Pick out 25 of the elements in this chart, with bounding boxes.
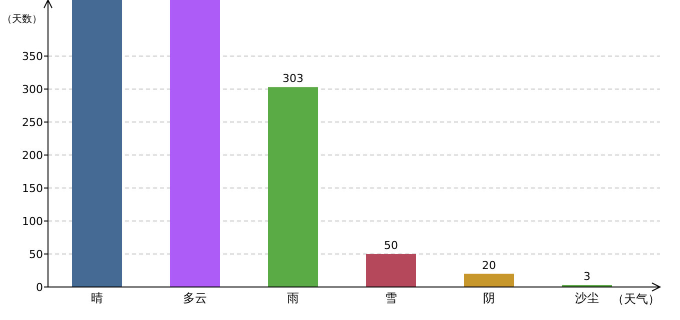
x-axis-title: （天气） xyxy=(612,292,660,306)
bar xyxy=(170,0,220,287)
y-tick-label: 100 xyxy=(22,215,43,228)
bar xyxy=(268,87,318,287)
x-tick-label: 沙尘 xyxy=(575,291,599,305)
y-tick-label: 150 xyxy=(22,182,43,196)
x-tick-label: 雪 xyxy=(385,291,397,305)
bar xyxy=(464,274,514,287)
y-tick-label: 250 xyxy=(22,116,43,130)
y-tick-label: 350 xyxy=(22,50,43,64)
x-tick-label: 多云 xyxy=(183,291,207,305)
y-tick-label: 50 xyxy=(29,248,43,262)
x-tick-label: 雨 xyxy=(287,291,299,305)
y-tick-label: 200 xyxy=(22,149,43,162)
y-tick-label: 0 xyxy=(36,281,43,294)
y-axis-title: （天数） xyxy=(2,14,42,25)
x-tick-label: 晴 xyxy=(91,291,103,305)
y-tick-label: 300 xyxy=(22,83,43,96)
data-label: 20 xyxy=(482,258,496,272)
data-label: 50 xyxy=(384,239,398,252)
x-tick-label: 阴 xyxy=(483,291,495,305)
bar xyxy=(72,0,122,287)
data-label: 3 xyxy=(584,270,590,284)
data-label: 303 xyxy=(282,72,304,86)
bar xyxy=(366,254,416,287)
